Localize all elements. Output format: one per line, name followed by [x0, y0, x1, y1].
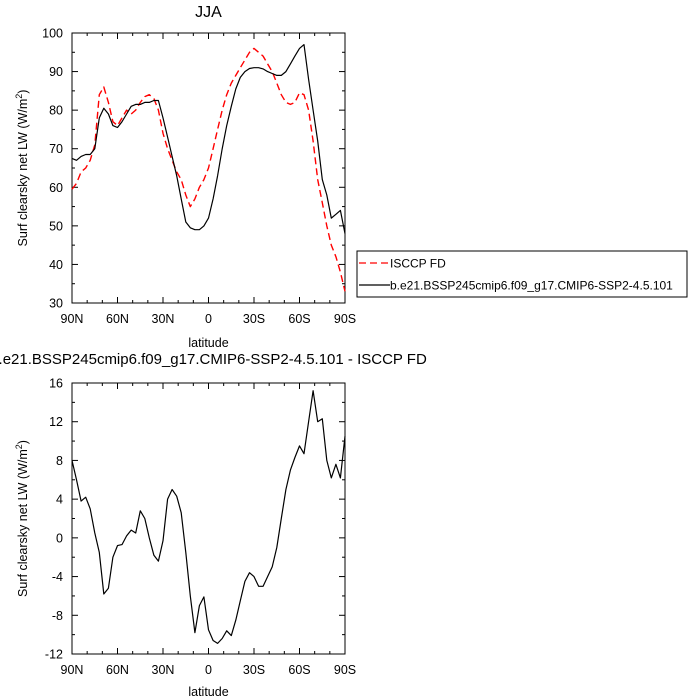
- y-tick-label: 100: [42, 27, 63, 41]
- x-tick-label: 0: [205, 663, 212, 677]
- y-tick-label: -8: [52, 609, 63, 623]
- x-tick-label: 30S: [243, 663, 265, 677]
- y-tick-label: 30: [49, 297, 63, 311]
- x-tick-label: 30S: [243, 312, 265, 326]
- y-tick-label: 70: [49, 142, 63, 156]
- series-line-1: [71, 47, 346, 292]
- y-tick-label: 0: [56, 531, 63, 545]
- chart-title: JJA: [195, 4, 222, 21]
- y-axis-label: Surf clearsky net LW (W/m2): [14, 440, 30, 597]
- legend-box: [356, 250, 688, 298]
- y-tick-label: 90: [49, 65, 63, 79]
- series-line-1: [71, 390, 346, 645]
- x-axis-label: latitude: [188, 685, 228, 699]
- x-tick-label: 90S: [334, 663, 356, 677]
- legend-label-1: ISCCP FD: [390, 257, 446, 271]
- y-tick-label: -4: [52, 570, 63, 584]
- series-line-2: [71, 43, 346, 234]
- x-tick-label: 90N: [61, 312, 84, 326]
- y-tick-label: -12: [45, 648, 63, 662]
- x-tick-label: 0: [205, 312, 212, 326]
- x-tick-label: 30N: [152, 663, 175, 677]
- chart-panel-1: JJA 90N 60N 30N 0 30S 60S 90S 30 40 50 60 70 80 90 100 l…: [14, 4, 688, 350]
- y-tick-label: 4: [56, 493, 63, 507]
- legend-label-2: b.e21.BSSP245cmip6.f09_g17.CMIP6-SSP2-4.…: [390, 279, 673, 293]
- x-tick-label: 90S: [334, 312, 356, 326]
- y-tick-label: 40: [49, 258, 63, 272]
- chart-title: b.e21.BSSP245cmip6.f09_g17.CMIP6-SSP2-4.…: [0, 351, 427, 368]
- x-tick-label: 60S: [288, 663, 310, 677]
- y-tick-label: 8: [56, 454, 63, 468]
- legend: ISCCP FD b.e21.BSSP245cmip6.f09_g17.CMIP6…: [356, 250, 688, 298]
- x-tick-label: 60N: [106, 663, 129, 677]
- plot-frame: [71, 382, 346, 655]
- x-axis-label: latitude: [188, 336, 228, 350]
- y-tick-label: 50: [49, 219, 63, 233]
- y-tick-label: 16: [49, 377, 63, 391]
- y-tick-label: 12: [49, 415, 63, 429]
- y-axis-label: Surf clearsky net LW (W/m2): [14, 90, 30, 247]
- y-tick-label: 60: [49, 181, 63, 195]
- x-tick-label: 60S: [288, 312, 310, 326]
- x-tick-label: 90N: [61, 663, 84, 677]
- x-tick-label: 60N: [106, 312, 129, 326]
- x-tick-label: 30N: [152, 312, 175, 326]
- chart-panel-2: b.e21.BSSP245cmip6.f09_g17.CMIP6-SSP2-4.…: [0, 351, 427, 699]
- y-tick-label: 80: [49, 104, 63, 118]
